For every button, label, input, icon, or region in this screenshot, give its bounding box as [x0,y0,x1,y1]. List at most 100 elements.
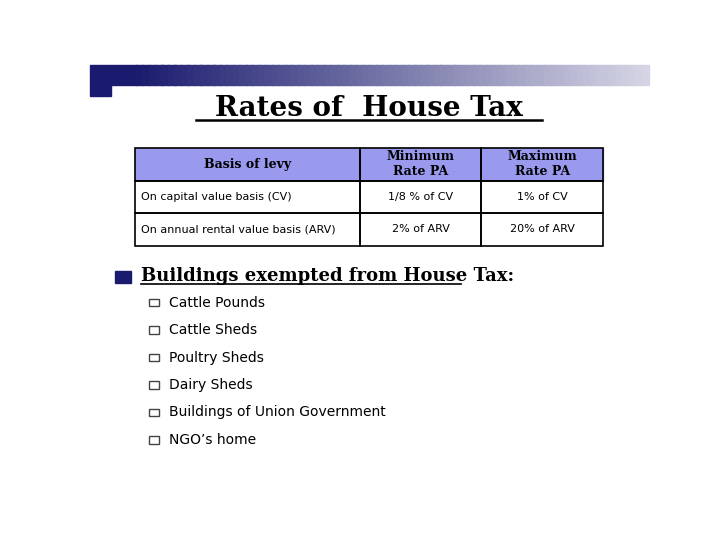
Bar [428,65,435,85]
Bar [482,213,603,246]
Bar [570,65,577,85]
Bar [467,65,474,85]
Text: Buildings exempted from House Tax:: Buildings exempted from House Tax: [141,267,514,285]
Bar [135,148,359,180]
Bar [480,65,487,85]
Text: Dairy Sheds: Dairy Sheds [168,378,252,392]
Bar [284,65,292,85]
Bar [505,65,513,85]
Text: Cattle Sheds: Cattle Sheds [168,323,257,337]
Bar [135,65,143,85]
Bar [460,65,467,85]
Bar [408,65,415,85]
Bar [596,65,603,85]
Bar [220,65,228,85]
Text: NGO’s home: NGO’s home [168,433,256,447]
Bar [622,65,630,85]
Bar [492,65,500,85]
Text: 2% of ARV: 2% of ARV [392,225,449,234]
Bar [482,148,603,180]
Bar [135,180,359,213]
Bar [174,65,182,85]
Bar [318,65,325,85]
Bar [376,65,383,85]
Bar [291,65,299,85]
Bar [359,180,482,213]
Bar [577,65,584,85]
Bar [447,65,454,85]
Text: Maximum
Rate PA: Maximum Rate PA [508,150,577,178]
Bar [187,65,195,85]
Text: 1/8 % of CV: 1/8 % of CV [388,192,453,202]
Bar [395,65,402,85]
Bar [311,65,318,85]
Bar [402,65,409,85]
Text: Buildings of Union Government: Buildings of Union Government [168,406,385,420]
Bar [142,65,150,85]
Bar [161,65,169,85]
Bar [324,65,331,85]
Text: 1% of CV: 1% of CV [517,192,568,202]
Bar [635,65,643,85]
Bar [148,409,158,416]
Bar [441,65,448,85]
Bar [129,65,137,85]
Bar [590,65,597,85]
Bar [629,65,636,85]
Bar [359,148,482,180]
Text: Cattle Pounds: Cattle Pounds [168,295,265,309]
Bar [642,65,649,85]
Bar [233,65,240,85]
Bar [148,299,158,306]
Bar [363,65,370,85]
Bar [482,213,603,246]
Bar [135,213,359,246]
Bar [359,213,482,246]
Bar [551,65,558,85]
Bar [148,326,158,334]
Bar [564,65,571,85]
Bar [246,65,253,85]
Text: On annual rental value basis (ARV): On annual rental value basis (ARV) [141,225,336,234]
Bar [434,65,441,85]
Bar [609,65,617,85]
Bar [213,65,221,85]
Bar [518,65,526,85]
Bar [583,65,590,85]
Bar [389,65,396,85]
Text: Basis of levy: Basis of levy [204,158,291,171]
Bar [482,148,603,180]
Bar [278,65,286,85]
Bar [148,65,156,85]
Bar [421,65,428,85]
Bar [148,436,158,443]
Bar [207,65,215,85]
Text: On capital value basis (CV): On capital value basis (CV) [141,192,292,202]
Text: Rates of  House Tax: Rates of House Tax [215,95,523,122]
Bar [557,65,564,85]
Bar [359,180,482,213]
Bar [359,213,482,246]
Bar [252,65,260,85]
Bar [337,65,344,85]
Bar [271,65,279,85]
Bar [350,65,357,85]
Bar [148,381,158,389]
Bar [482,180,603,213]
Bar [473,65,480,85]
Bar [265,65,273,85]
Bar [343,65,351,85]
Bar [148,354,158,361]
Text: 20% of ARV: 20% of ARV [510,225,575,234]
Bar [486,65,493,85]
Bar [525,65,532,85]
Bar [499,65,506,85]
Bar [330,65,338,85]
Bar [382,65,390,85]
Bar [297,65,305,85]
Bar [454,65,461,85]
Bar [544,65,552,85]
Bar [538,65,545,85]
Bar [359,148,482,180]
Bar [90,85,111,96]
